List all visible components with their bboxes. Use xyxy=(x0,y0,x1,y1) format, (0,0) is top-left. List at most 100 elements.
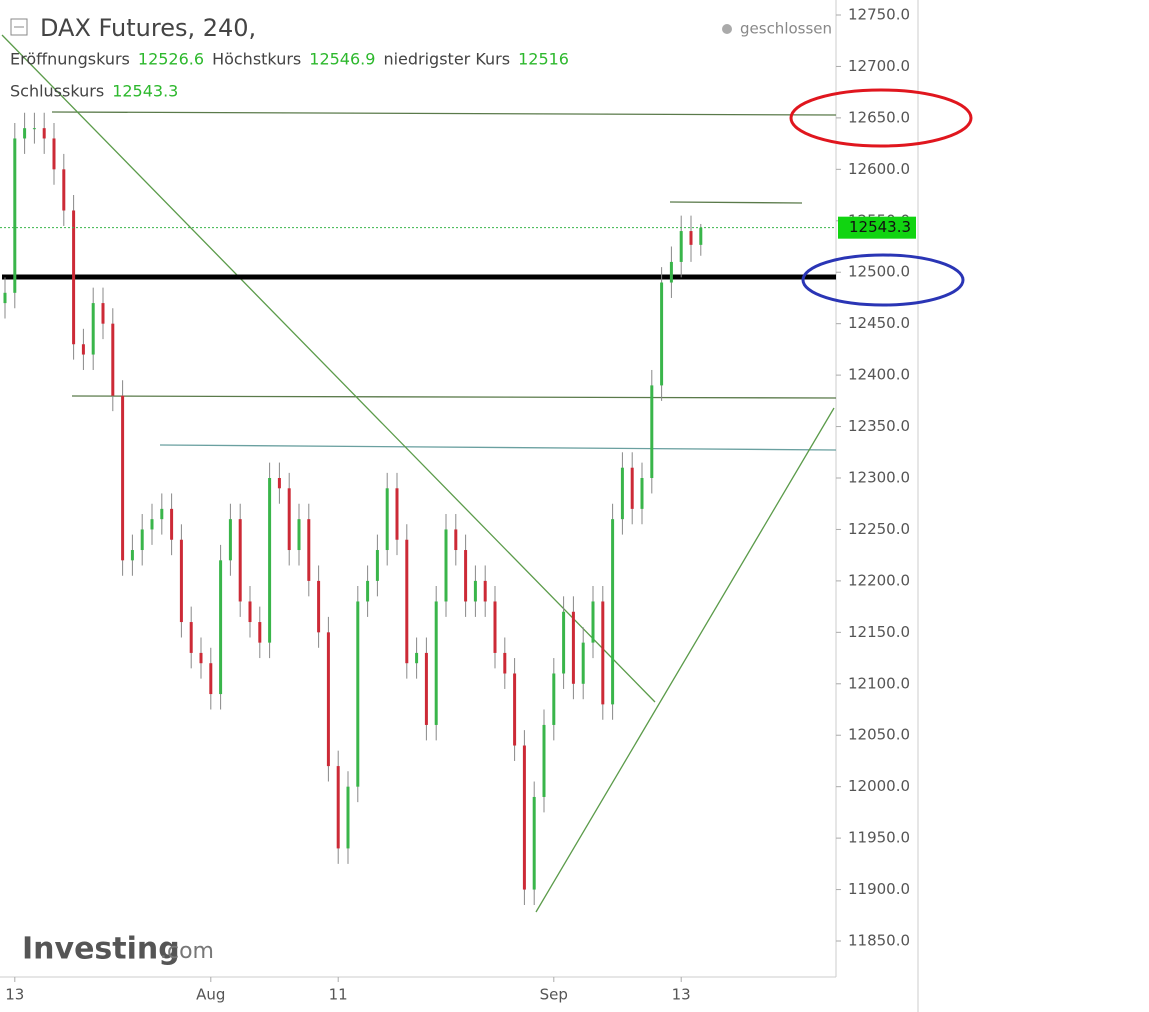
candle-body xyxy=(23,128,27,139)
candle-body xyxy=(326,632,330,767)
candle-body xyxy=(258,622,262,643)
candle-body xyxy=(111,323,115,396)
candle-body xyxy=(42,128,46,139)
x-tick-label: Sep xyxy=(540,986,568,1004)
candle-body xyxy=(669,261,673,283)
candle-body xyxy=(32,128,36,130)
candle-body xyxy=(650,385,654,479)
ohlc-label: niedrigster Kurs xyxy=(383,50,510,69)
y-tick-label: 12700.0 xyxy=(848,57,910,75)
candle-body xyxy=(72,210,76,345)
status-dot xyxy=(722,24,732,34)
y-tick-label: 12600.0 xyxy=(848,160,910,178)
y-tick-label: 11900.0 xyxy=(848,880,910,898)
x-tick-label: Aug xyxy=(196,986,225,1004)
resistance-line xyxy=(669,201,803,204)
y-tick-label: 12650.0 xyxy=(848,108,910,126)
ohlc-label: Höchstkurs xyxy=(212,50,301,69)
last-price-label: 12543.3 xyxy=(849,218,911,236)
candle-body xyxy=(434,601,438,725)
candle-body xyxy=(248,601,252,623)
candle-body xyxy=(81,344,85,355)
candle-body xyxy=(140,529,144,551)
support-line xyxy=(71,395,837,399)
candle-body xyxy=(679,231,683,262)
candle-body xyxy=(13,138,17,293)
candle-body xyxy=(385,488,389,551)
logo-suffix: .com xyxy=(160,939,214,964)
candle-body xyxy=(62,169,66,211)
candle-body xyxy=(513,673,517,746)
candle-body xyxy=(199,652,203,664)
resistance-line xyxy=(51,111,837,116)
chart-title: DAX Futures, 240, xyxy=(40,14,256,42)
ohlc-label: Schlusskurs xyxy=(10,82,104,101)
candle-body xyxy=(660,282,664,386)
y-tick-label: 12750.0 xyxy=(848,6,910,24)
y-tick-label: 12300.0 xyxy=(848,469,910,487)
candle-body xyxy=(228,519,232,561)
candle-body xyxy=(620,467,624,520)
candle-body xyxy=(454,529,458,551)
candle-body xyxy=(375,550,379,581)
candle-body xyxy=(483,580,487,602)
candle-body xyxy=(424,652,428,725)
candle-body xyxy=(336,766,340,849)
y-tick-label: 12150.0 xyxy=(848,623,910,641)
candle-body xyxy=(297,519,301,551)
candle-body xyxy=(287,488,291,551)
support-line xyxy=(159,444,837,451)
candle-body xyxy=(277,478,281,489)
candle-body xyxy=(571,611,575,684)
candle-body xyxy=(415,652,419,664)
candle-body xyxy=(532,796,536,890)
candle-body xyxy=(581,642,585,684)
candle-body xyxy=(689,231,693,245)
candle-body xyxy=(170,508,174,540)
candle-body xyxy=(189,622,193,653)
y-tick-label: 12050.0 xyxy=(848,726,910,744)
ohlc-value: 12546.9 xyxy=(309,50,375,69)
candle-body xyxy=(179,539,183,623)
candle-body xyxy=(101,303,105,324)
last-price-box xyxy=(838,216,916,239)
logo: Investing xyxy=(22,932,180,967)
ohlc-value: 12543.3 xyxy=(112,82,178,101)
candle-body xyxy=(91,303,95,355)
highlight-ellipse xyxy=(801,253,965,307)
ohlc-value: 12526.6 xyxy=(138,50,204,69)
candle-body xyxy=(52,138,56,170)
candle-body xyxy=(3,292,7,304)
candle-body xyxy=(611,519,615,705)
y-tick-label: 12250.0 xyxy=(848,520,910,538)
candle-body xyxy=(307,519,311,581)
candle-body xyxy=(130,550,134,561)
candle-body xyxy=(630,467,634,509)
candle-body xyxy=(317,580,321,633)
x-tick-label: 13 xyxy=(5,986,24,1004)
y-tick-label: 12200.0 xyxy=(848,571,910,589)
candle-body xyxy=(493,601,497,653)
candle-body xyxy=(552,673,556,725)
candle-body xyxy=(356,601,360,787)
status: geschlossen xyxy=(740,20,832,38)
candle-body xyxy=(473,580,477,602)
candle-body xyxy=(150,519,154,530)
candle-body xyxy=(366,580,370,602)
y-tick-label: 12400.0 xyxy=(848,366,910,384)
y-tick-label: 11850.0 xyxy=(848,932,910,950)
candle-body xyxy=(405,539,409,664)
candle-body xyxy=(346,786,350,849)
x-tick-label: 11 xyxy=(329,986,348,1004)
candle-body xyxy=(444,529,448,602)
candle-body xyxy=(601,601,605,705)
candle-body xyxy=(640,478,644,509)
candle-body xyxy=(562,611,566,674)
candle-body xyxy=(464,550,468,602)
ohlc-label: Eröffnungskurs xyxy=(10,50,130,69)
collapse-icon[interactable] xyxy=(10,18,28,36)
y-tick-label: 12450.0 xyxy=(848,314,910,332)
candle-body xyxy=(699,227,703,245)
